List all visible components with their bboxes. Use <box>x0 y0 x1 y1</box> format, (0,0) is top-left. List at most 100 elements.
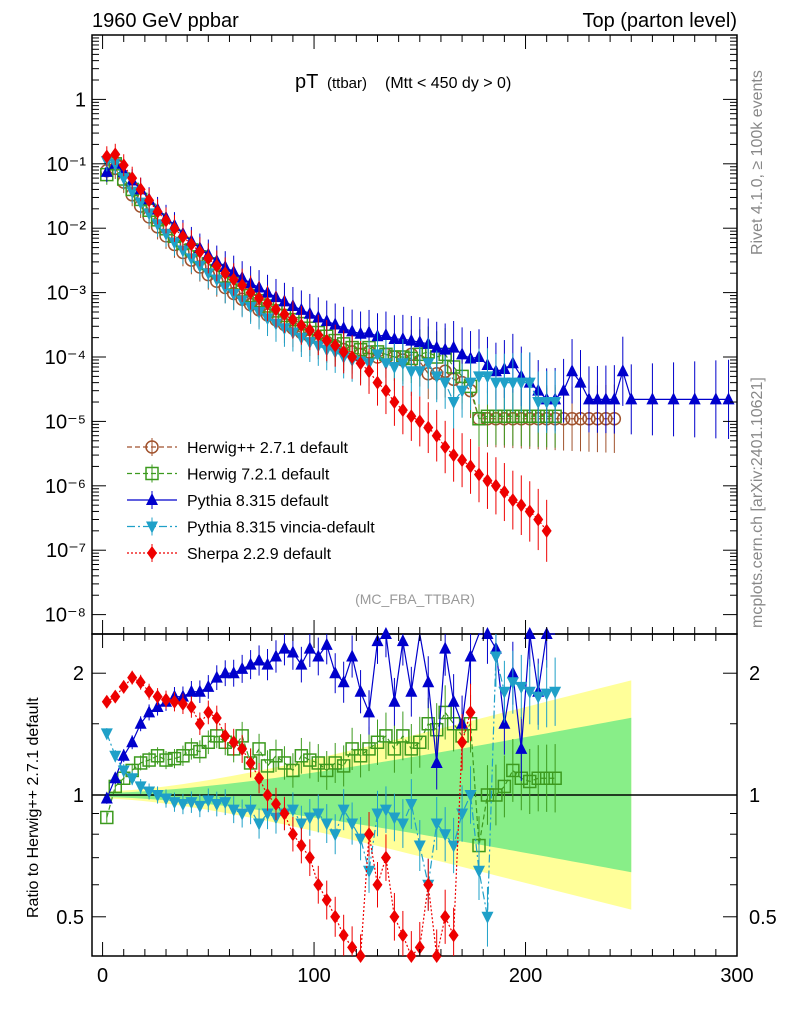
ratio-y-tick-label: 2 <box>73 663 84 685</box>
legend-label: Herwig++ 2.7.1 default <box>187 440 349 457</box>
ratio-data-point <box>294 749 309 763</box>
ratio-data-point <box>100 791 113 804</box>
ratio-data-point <box>364 827 375 842</box>
ratio-data-point <box>313 877 324 892</box>
ratio-data-point <box>387 742 402 756</box>
data-point <box>456 347 469 360</box>
ratio-data-point <box>286 645 299 658</box>
ratio-data-point <box>422 675 435 688</box>
data-point <box>480 409 495 424</box>
data-point <box>144 193 155 208</box>
ratio-data-point <box>548 771 562 786</box>
ratio-data-point <box>269 749 283 763</box>
ratio-data-point <box>143 705 156 718</box>
ratio-data-point <box>515 741 528 754</box>
data-point <box>440 440 451 455</box>
plot-title-main: pT <box>295 71 318 93</box>
ratio-data-point <box>184 742 199 756</box>
ratio-data-point <box>465 705 476 720</box>
y-tick-label: 10⁻⁴ <box>45 347 86 369</box>
ratio-data-point <box>447 694 460 707</box>
ratio-y-tick-label-right: 1 <box>749 785 760 807</box>
ratio-data-point <box>523 627 536 639</box>
data-point <box>152 204 163 219</box>
ratio-data-point <box>413 840 426 853</box>
data-point <box>101 149 112 164</box>
data-point <box>413 335 426 348</box>
data-point <box>379 327 392 340</box>
ratio-data-point <box>303 641 316 654</box>
data-point <box>574 375 587 388</box>
data-point <box>330 338 341 353</box>
ratio-data-point <box>338 928 349 943</box>
ratio-data-point <box>363 705 376 718</box>
data-point <box>254 291 265 306</box>
x-tick-label: 0 <box>97 965 108 987</box>
ratio-data-point <box>151 790 164 802</box>
data-point <box>143 208 156 221</box>
data-point <box>448 448 459 463</box>
ratio-data-point <box>262 788 273 802</box>
data-point <box>117 173 130 186</box>
ratio-data-point <box>440 909 451 924</box>
ratio-data-point <box>118 679 129 694</box>
data-point <box>447 397 460 410</box>
ratio-data-point <box>539 771 554 786</box>
ratio-data-point <box>379 627 392 639</box>
ratio-data-point <box>286 804 299 817</box>
x-tick-label: 300 <box>720 965 753 987</box>
data-point <box>168 237 181 250</box>
data-point <box>464 377 477 390</box>
data-point <box>608 392 621 405</box>
data-point <box>185 253 198 266</box>
y-tick-label: 10⁻¹ <box>47 154 87 176</box>
ratio-data-point <box>296 838 307 853</box>
data-point <box>599 392 612 405</box>
data-point <box>540 397 553 410</box>
ratio-data-point <box>439 641 452 654</box>
ratio-data-point <box>473 865 485 878</box>
series-sherpa <box>101 143 552 562</box>
ratio-data-point <box>100 810 114 825</box>
ratio-y-tick-label: 0.5 <box>56 907 84 929</box>
ratio-y-tick-label-right: 2 <box>749 663 760 685</box>
ratio-data-point <box>438 705 452 720</box>
data-point <box>388 332 401 345</box>
y-tick-label: 10⁻⁶ <box>45 476 86 498</box>
ratio-data-point <box>380 850 391 865</box>
ratio-series-vincia <box>100 634 562 947</box>
ratio-data-point <box>202 679 215 692</box>
ratio-data-point <box>439 829 452 842</box>
ratio-data-point <box>396 634 409 647</box>
ratio-data-point <box>464 790 477 802</box>
legend-entry-herwig7: Herwig 7.2.1 default <box>127 464 330 484</box>
data-point <box>616 364 629 377</box>
ratio-data-point <box>330 909 341 924</box>
series-herwigpp <box>100 157 622 453</box>
legend-entry-herwigpp: Herwig++ 2.7.1 default <box>127 438 349 457</box>
data-point <box>160 228 173 241</box>
data-point <box>134 197 147 210</box>
ratio-data-point <box>405 684 418 697</box>
data-point <box>413 366 426 379</box>
ratio-data-point <box>372 877 383 892</box>
ratio-data-point <box>117 765 130 778</box>
ratio-data-point <box>228 735 239 750</box>
data-point <box>499 485 510 500</box>
ratio-data-point <box>127 670 138 685</box>
legend-label: Pythia 8.315 default <box>187 493 329 510</box>
legend: Herwig++ 2.7.1 default Herwig 7.2.1 defau… <box>127 438 375 563</box>
legend-label: Pythia 8.315 vincia-default <box>187 520 375 537</box>
ratio-data-point <box>312 808 325 821</box>
data-point <box>161 213 172 228</box>
data-point <box>533 512 544 527</box>
ratio-data-point <box>169 694 180 709</box>
ratio-data-point <box>210 799 223 812</box>
data-point <box>194 244 205 259</box>
header-right: Top (parton level) <box>582 10 737 32</box>
ratio-data-point <box>303 753 317 767</box>
main-plot-frame <box>91 34 738 635</box>
data-point <box>151 219 164 232</box>
ratio-data-point <box>227 666 240 679</box>
data-point <box>296 318 307 333</box>
